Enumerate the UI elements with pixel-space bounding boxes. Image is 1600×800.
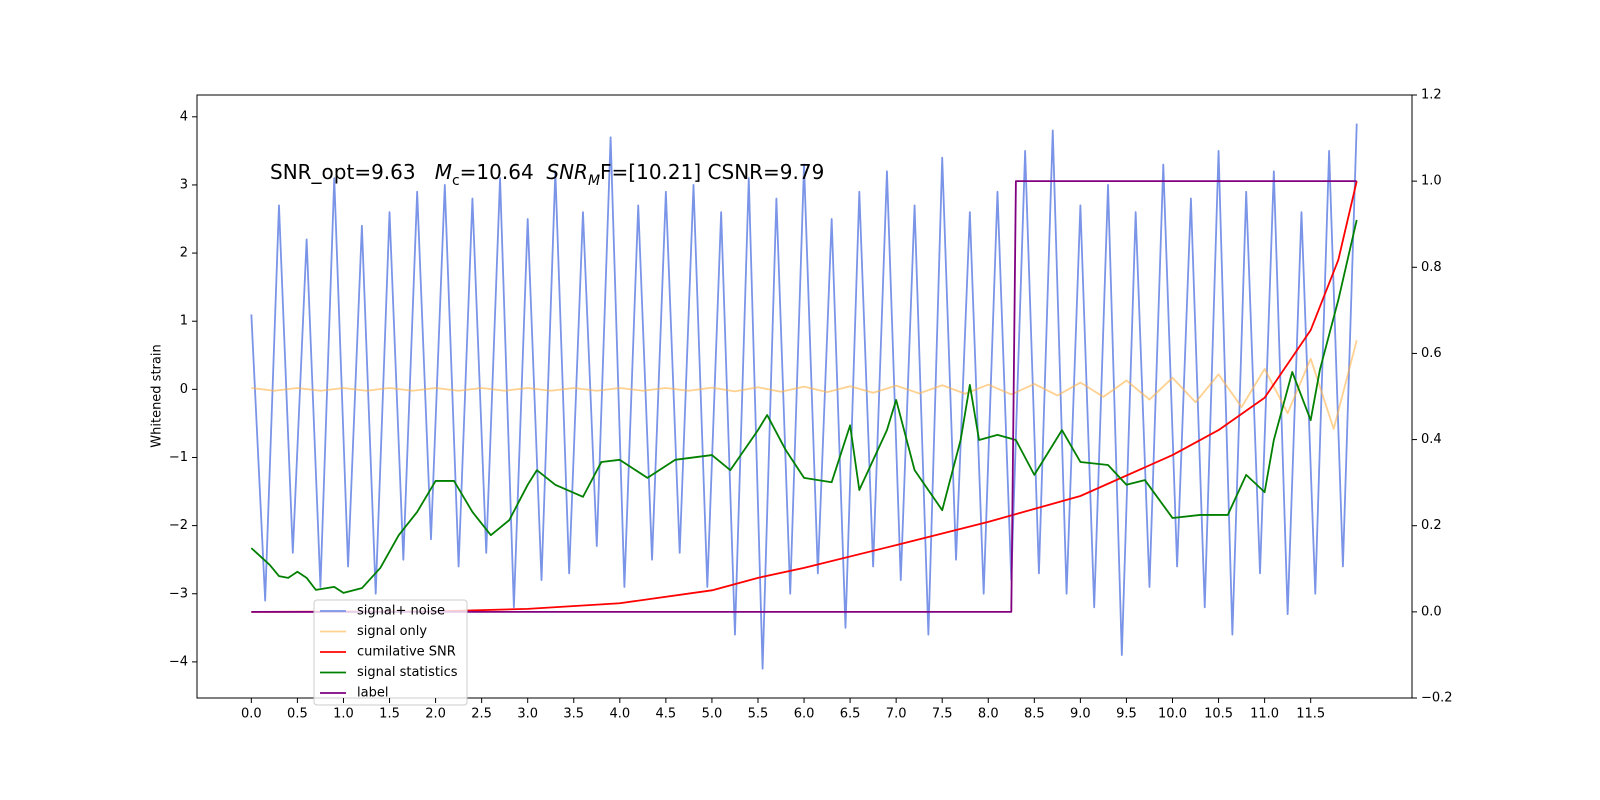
y2-tick-label: 1.0 xyxy=(1421,174,1442,189)
y2-tick-label: 0.4 xyxy=(1421,432,1442,447)
plot-area xyxy=(250,123,1358,670)
legend-label: signal statistics xyxy=(357,665,458,680)
y-tick-label: 4 xyxy=(180,109,188,124)
annotation-part: F=[10.21] CSNR=9.79 xyxy=(600,160,824,184)
legend-label: signal only xyxy=(357,624,427,639)
y2-tick-label: 0.2 xyxy=(1421,518,1442,533)
x-tick-label: 11.0 xyxy=(1250,707,1279,722)
series-line xyxy=(251,340,1358,430)
annotation-part: SNR xyxy=(546,160,588,184)
legend: signal+ noise signal only cumilative SNR si… xyxy=(313,599,468,706)
x-tick-label: 6.0 xyxy=(794,707,815,722)
x-tick-label: 5.5 xyxy=(748,707,769,722)
x-tick-label: 3.5 xyxy=(563,707,584,722)
x-tick-label: 11.5 xyxy=(1296,707,1325,722)
annotation-part: =10.64 xyxy=(460,160,547,184)
y-tick-label: 2 xyxy=(180,246,188,261)
x-tick-label: 9.0 xyxy=(1070,707,1091,722)
x-tick-label: 8.5 xyxy=(1024,707,1045,722)
annotation-part: SNR_opt=9.63 xyxy=(270,160,435,184)
legend-label: cumilative SNR xyxy=(357,645,456,660)
x-tick-label: 5.0 xyxy=(702,707,723,722)
y2-tick-label: 0.8 xyxy=(1421,260,1442,275)
x-tick-label: 7.5 xyxy=(932,707,953,722)
x-tick-label: 6.5 xyxy=(840,707,861,722)
x-tick-label: 1.0 xyxy=(333,707,354,722)
y2-tick-label: −0.2 xyxy=(1421,691,1453,706)
x-tick-label: 4.5 xyxy=(656,707,677,722)
y-tick-label: −2 xyxy=(169,518,188,533)
x-tick-label: 2.5 xyxy=(471,707,492,722)
y2-tick-label: 0.6 xyxy=(1421,346,1442,361)
legend-label: label xyxy=(357,686,388,701)
annotation-part: M xyxy=(435,160,452,184)
y-tick-label: −4 xyxy=(169,654,188,669)
x-tick-label: 0.0 xyxy=(241,707,262,722)
y-axis-label: Whitened strain xyxy=(150,344,165,447)
x-tick-label: 3.0 xyxy=(517,707,538,722)
x-tick-label: 0.5 xyxy=(287,707,308,722)
y-tick-label: 0 xyxy=(180,382,188,397)
y-tick-label: 3 xyxy=(180,177,188,192)
annotation-part: c xyxy=(452,173,460,189)
x-tick-label: 4.0 xyxy=(609,707,630,722)
y2-tick-label: 0.0 xyxy=(1421,604,1442,619)
x-tick-label: 1.5 xyxy=(379,707,400,722)
x-tick-label: 9.5 xyxy=(1116,707,1137,722)
y-tick-label: −1 xyxy=(169,450,188,465)
legend-box xyxy=(313,599,468,706)
x-tick-label: 2.0 xyxy=(425,707,446,722)
series-line xyxy=(250,123,1358,670)
y-tick-label: −3 xyxy=(169,586,188,601)
y-tick-label: 1 xyxy=(180,314,188,329)
x-tick-label: 10.5 xyxy=(1204,707,1233,722)
legend-label: signal+ noise xyxy=(357,604,445,619)
annotation-part: M xyxy=(588,173,600,189)
series-line xyxy=(250,219,1358,594)
y2-tick-label: 1.2 xyxy=(1421,88,1442,103)
x-tick-label: 7.0 xyxy=(886,707,907,722)
x-tick-label: 8.0 xyxy=(978,707,999,722)
series-line xyxy=(251,180,1357,613)
annotation: SNR_opt=9.63 Mc=10.64 SNRMF=[10.21] CSNR… xyxy=(270,160,824,190)
x-tick-label: 10.0 xyxy=(1158,707,1187,722)
series-line xyxy=(251,180,1358,613)
